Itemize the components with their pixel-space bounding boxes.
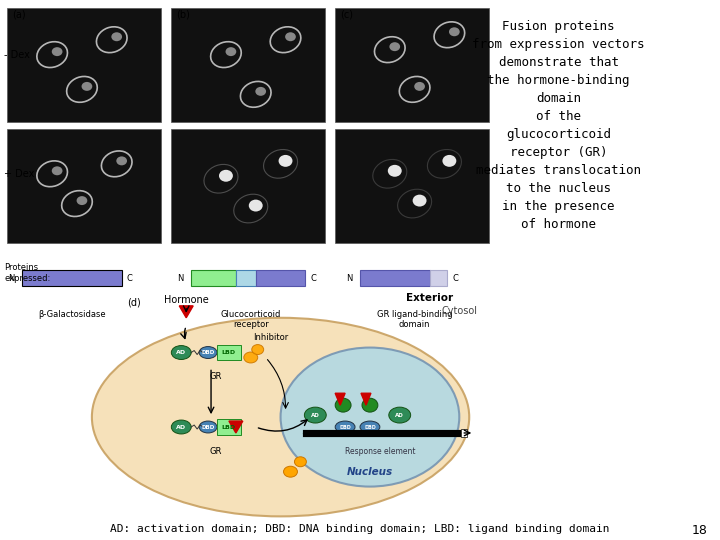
Ellipse shape	[279, 155, 292, 167]
Ellipse shape	[336, 421, 355, 433]
Text: DBD: DBD	[202, 350, 215, 355]
Text: LBD: LBD	[222, 424, 236, 429]
Text: Proteins
expressed:: Proteins expressed:	[4, 263, 50, 282]
Ellipse shape	[112, 32, 122, 41]
Ellipse shape	[244, 352, 258, 363]
FancyBboxPatch shape	[430, 270, 447, 286]
Ellipse shape	[256, 87, 266, 96]
Polygon shape	[229, 421, 243, 433]
FancyBboxPatch shape	[171, 129, 325, 244]
Text: N: N	[8, 274, 14, 282]
Polygon shape	[179, 306, 193, 318]
Text: Glucocorticoid
receptor: Glucocorticoid receptor	[220, 310, 281, 329]
Ellipse shape	[442, 155, 456, 167]
Ellipse shape	[199, 421, 217, 433]
Ellipse shape	[414, 82, 425, 91]
Ellipse shape	[252, 345, 264, 355]
Text: Hormone: Hormone	[164, 295, 209, 305]
Text: GR: GR	[210, 373, 222, 381]
Polygon shape	[336, 393, 345, 405]
FancyBboxPatch shape	[217, 345, 240, 361]
Text: AD: activation domain; DBD: DNA binding domain; LBD: ligand binding domain: AD: activation domain; DBD: DNA binding …	[110, 524, 610, 534]
Text: Fusion proteins
from expression vectors
demonstrate that
the hormone-binding
dom: Fusion proteins from expression vectors …	[472, 20, 645, 231]
Text: Nucleus: Nucleus	[347, 467, 393, 477]
Ellipse shape	[76, 196, 87, 205]
Ellipse shape	[336, 398, 351, 412]
Ellipse shape	[249, 200, 263, 212]
Ellipse shape	[199, 347, 217, 359]
FancyBboxPatch shape	[7, 8, 161, 122]
Ellipse shape	[305, 407, 326, 423]
FancyBboxPatch shape	[236, 270, 256, 286]
Text: (b): (b)	[176, 10, 190, 20]
Ellipse shape	[360, 421, 380, 433]
Text: (c): (c)	[340, 10, 353, 20]
Text: N: N	[346, 274, 352, 282]
Text: (a): (a)	[12, 10, 26, 20]
Ellipse shape	[449, 28, 459, 36]
Text: - Dex: - Dex	[4, 50, 30, 59]
Text: DBD: DBD	[364, 424, 376, 429]
FancyBboxPatch shape	[22, 270, 122, 286]
FancyBboxPatch shape	[171, 8, 325, 122]
FancyBboxPatch shape	[336, 129, 489, 244]
Ellipse shape	[294, 457, 307, 467]
Text: AD: AD	[176, 350, 186, 355]
Ellipse shape	[388, 165, 402, 177]
Ellipse shape	[171, 420, 192, 434]
Text: DBD: DBD	[339, 424, 351, 429]
Ellipse shape	[92, 318, 469, 516]
Text: AD: AD	[176, 424, 186, 429]
Text: (d): (d)	[127, 298, 140, 308]
Ellipse shape	[284, 466, 297, 477]
Ellipse shape	[285, 32, 296, 41]
FancyBboxPatch shape	[256, 270, 305, 286]
Text: C: C	[452, 274, 458, 282]
Ellipse shape	[117, 157, 127, 165]
Polygon shape	[361, 393, 371, 405]
Text: β-Galactosidase: β-Galactosidase	[38, 310, 106, 319]
Text: N: N	[177, 274, 183, 282]
Text: AD: AD	[395, 413, 404, 417]
Ellipse shape	[281, 348, 459, 487]
Ellipse shape	[362, 398, 378, 412]
Text: Inhibitor: Inhibitor	[253, 333, 288, 342]
Text: DBD: DBD	[202, 424, 215, 429]
FancyBboxPatch shape	[7, 129, 161, 244]
Ellipse shape	[171, 346, 192, 360]
Ellipse shape	[389, 407, 410, 423]
Text: C: C	[127, 274, 132, 282]
Ellipse shape	[390, 42, 400, 51]
Text: AD: AD	[311, 413, 320, 417]
Text: Cytosol: Cytosol	[441, 306, 477, 316]
Ellipse shape	[52, 166, 63, 176]
Text: Response element: Response element	[345, 447, 415, 456]
Text: LBD: LBD	[222, 350, 236, 355]
Text: + Dex: + Dex	[4, 169, 35, 179]
Text: GR: GR	[210, 447, 222, 456]
Ellipse shape	[52, 47, 63, 56]
Text: Exterior: Exterior	[406, 293, 453, 303]
Ellipse shape	[225, 47, 236, 56]
Ellipse shape	[219, 170, 233, 182]
Text: GR ligand-binding
domain: GR ligand-binding domain	[377, 310, 452, 329]
Text: 18: 18	[692, 524, 708, 537]
Ellipse shape	[81, 82, 92, 91]
Ellipse shape	[413, 194, 426, 207]
FancyBboxPatch shape	[360, 270, 430, 286]
FancyBboxPatch shape	[217, 419, 240, 435]
FancyBboxPatch shape	[336, 8, 489, 122]
Text: C: C	[310, 274, 316, 282]
FancyBboxPatch shape	[192, 270, 236, 286]
FancyBboxPatch shape	[462, 429, 467, 437]
